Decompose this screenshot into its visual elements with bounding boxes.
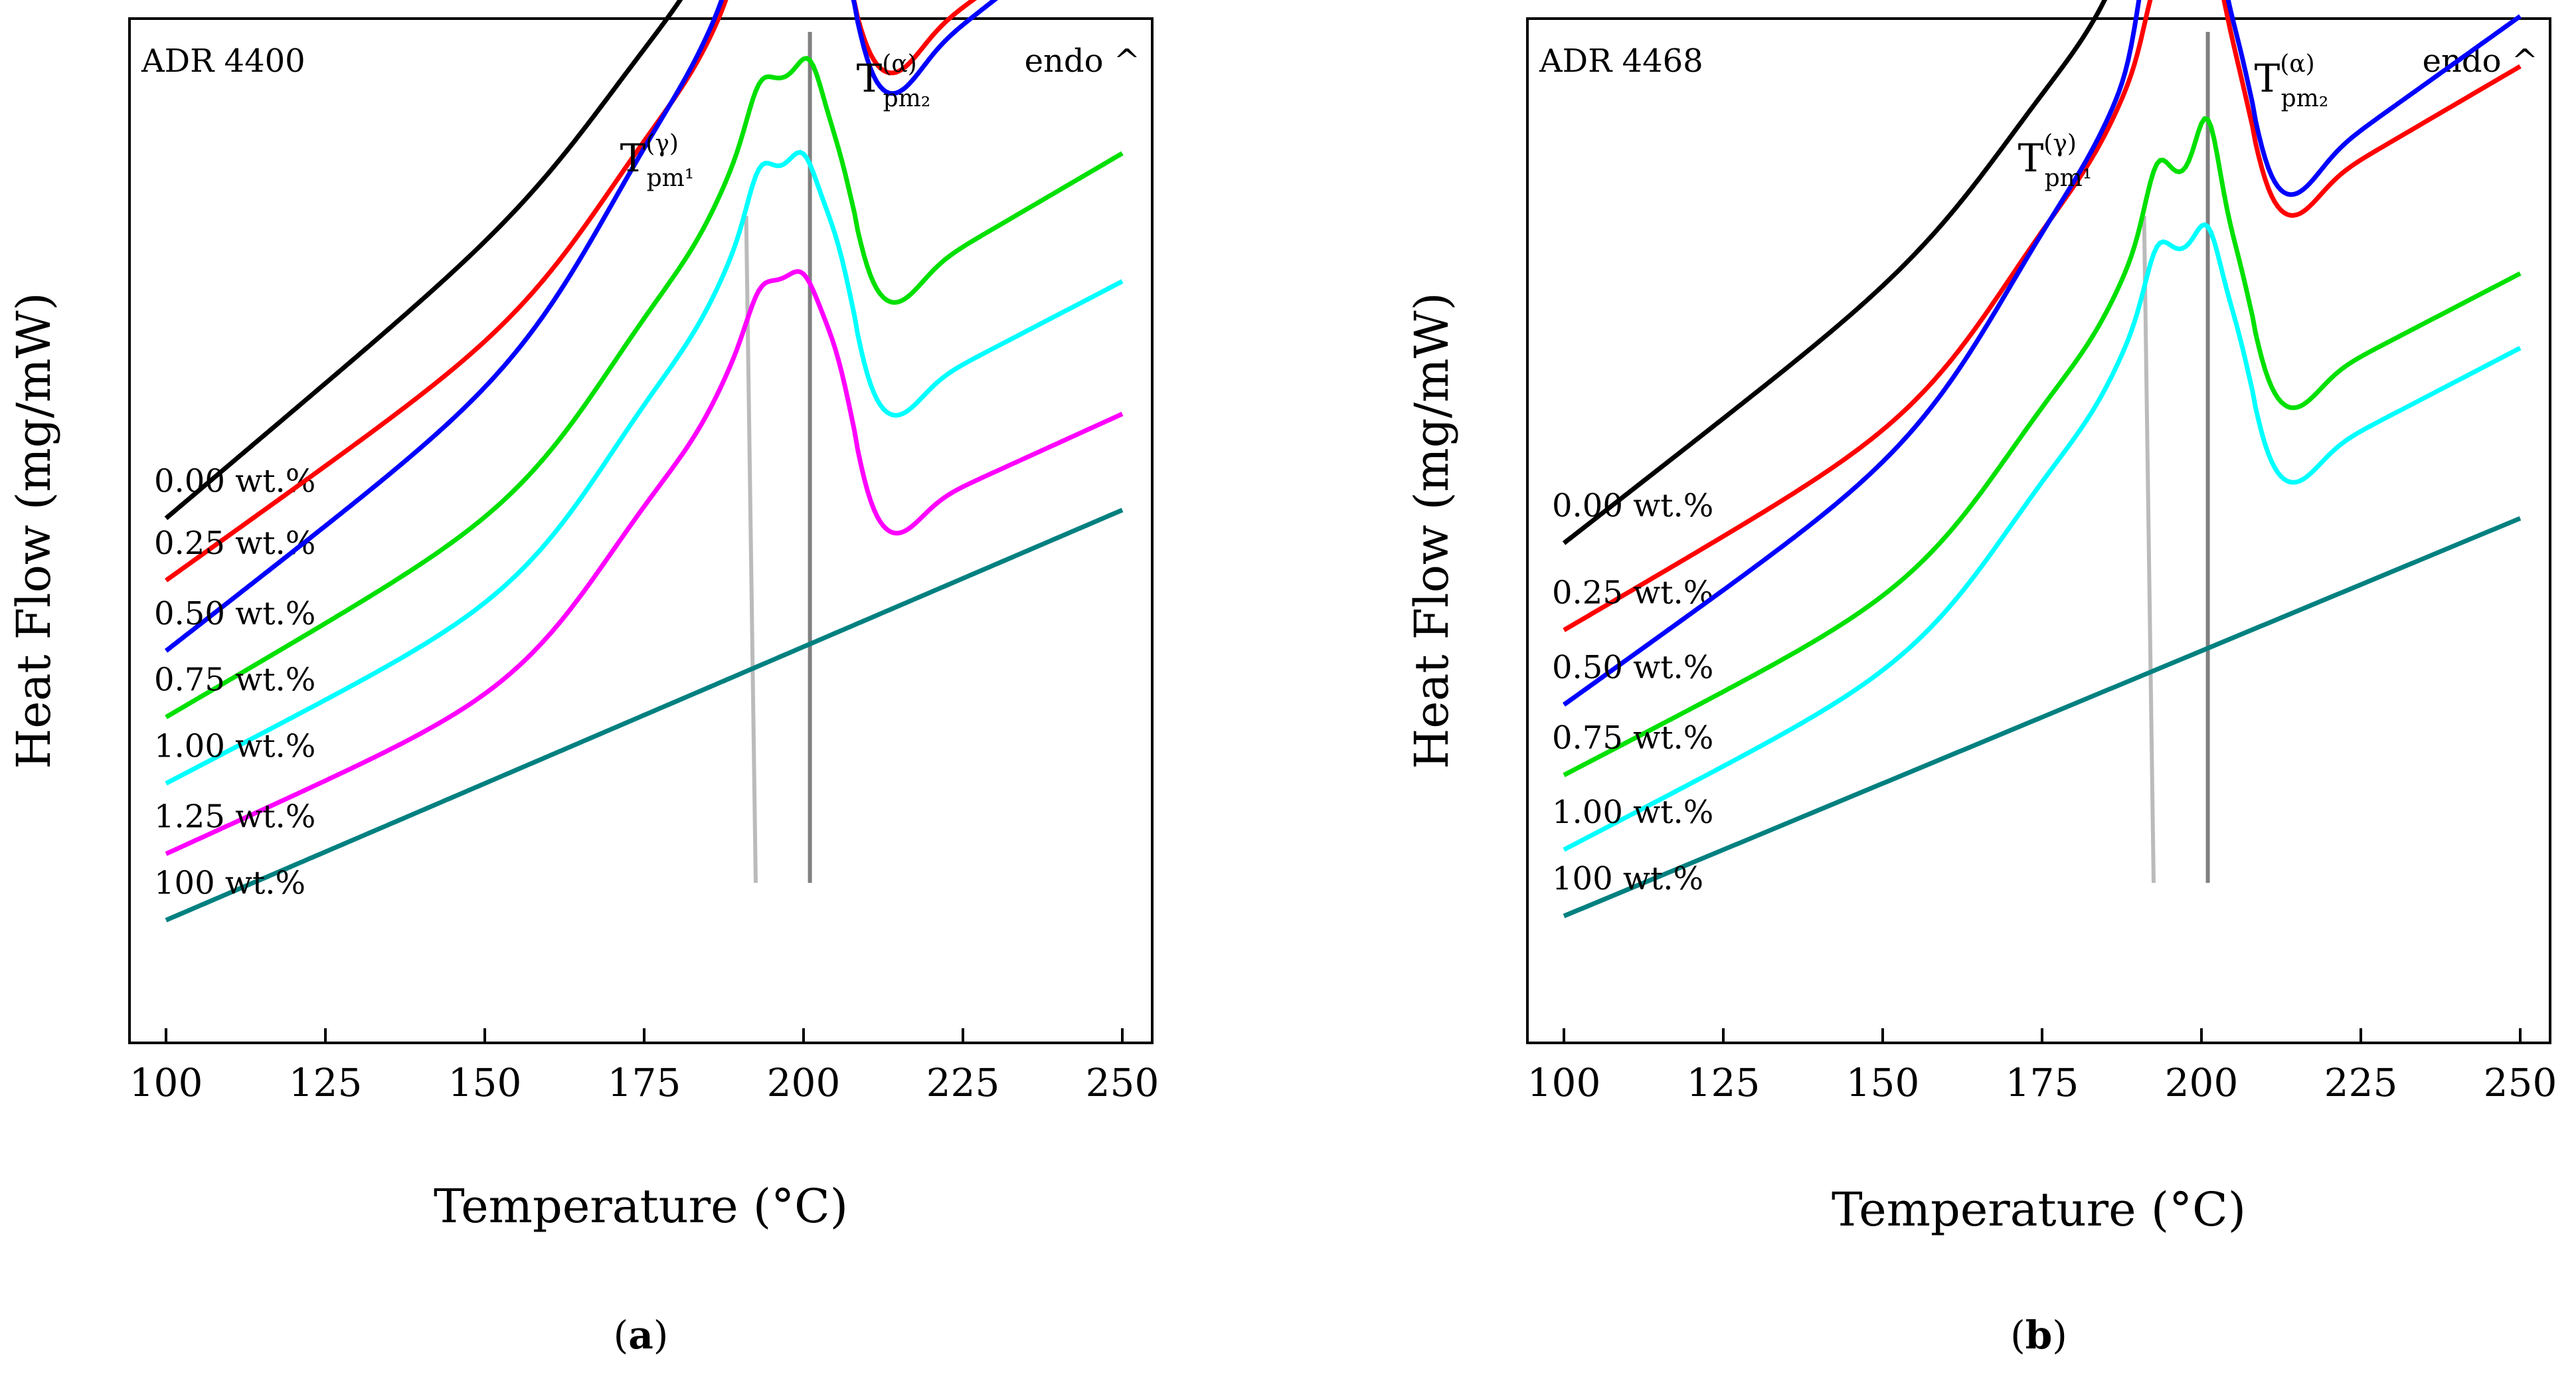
panel-caption: (b) (2010, 1313, 2067, 1358)
peak-subscript: pm¹ (2045, 165, 2093, 192)
x-tick-label: 125 (1687, 1060, 1760, 1105)
peak-label: T(α) pm₂ (857, 50, 931, 112)
x-tick-label: 150 (448, 1060, 522, 1105)
peak-symbol: T (620, 136, 646, 181)
series-line (1562, 0, 2108, 545)
x-tick-label: 175 (2006, 1060, 2079, 1105)
x-tick-label: 100 (129, 1060, 203, 1105)
peak-symbol: T (857, 56, 883, 101)
series-label: 0.75 wt.% (1552, 719, 1713, 757)
peak-symbol: T (2018, 136, 2044, 181)
series-label: 1.00 wt.% (1552, 794, 1713, 831)
peak-label: T(γ) pm¹ (2018, 130, 2093, 192)
peak-superscript: (α) (2280, 50, 2314, 78)
x-tick-label: 100 (1527, 1060, 1601, 1105)
series-label: 100 wt.% (1552, 860, 1703, 897)
y-axis-title: Heat Flow (mg/mW) (1405, 292, 1459, 769)
series-line (164, 0, 683, 520)
series-line (1563, 516, 2522, 919)
peak-label: T(γ) pm¹ (620, 130, 695, 192)
series-label: 0.75 wt.% (154, 662, 315, 699)
series-line (165, 149, 1124, 786)
endo-label: endo ^ (1025, 43, 1140, 80)
peak-symbol: T (2255, 56, 2280, 101)
x-tick-label: 200 (767, 1060, 841, 1105)
peak-marker-line (2142, 215, 2156, 883)
series-line (165, 269, 1124, 856)
x-tick-label: 225 (926, 1060, 1000, 1105)
panel-title: ADR 4468 (1539, 43, 1703, 80)
panel-b: 100 125 150 175 200 225 250 Temperature (°C) Hea… (1405, 0, 2557, 1358)
x-tick-label: 150 (1846, 1060, 1920, 1105)
peak-subscript: pm₂ (2281, 85, 2329, 112)
panel-caption-letter: b (2025, 1313, 2053, 1358)
panel-title: ADR 4400 (141, 43, 305, 80)
series-line (1562, 0, 2522, 707)
panel-caption-letter: a (628, 1313, 653, 1358)
peak-marker-line (744, 215, 758, 883)
y-axis-title: Heat Flow (mg/mW) (7, 292, 61, 769)
series-label: 0.50 wt.% (1552, 649, 1713, 686)
series-label: 0.25 wt.% (1552, 575, 1713, 612)
series-line (165, 507, 1124, 923)
x-tick-label: 125 (289, 1060, 363, 1105)
series-label: 0.25 wt.% (154, 525, 315, 562)
series-label: 100 wt.% (154, 864, 305, 901)
x-tick-label: 175 (608, 1060, 681, 1105)
series-label: 0.50 wt.% (154, 595, 315, 632)
series-label: 0.00 wt.% (154, 462, 315, 500)
peak-label: T(α) pm₂ (2255, 50, 2329, 112)
peak-superscript: (γ) (2043, 130, 2077, 157)
series-line (164, 0, 978, 583)
panel-a: 100 125 150 175 200 225 250 Temperature (°C) Hea… (7, 0, 1159, 1358)
x-tick-label: 200 (2165, 1060, 2239, 1105)
series-line (165, 56, 1124, 719)
peak-subscript: pm¹ (647, 165, 695, 192)
plot-frame (1526, 17, 2551, 1044)
series-line (164, 0, 998, 653)
plot-frame (128, 17, 1154, 1044)
peak-subscript: pm₂ (883, 85, 931, 112)
peak-superscript: (α) (882, 50, 916, 78)
x-tick-label: 250 (1086, 1060, 1159, 1105)
panel-caption: (a) (614, 1313, 669, 1358)
series-label: 0.00 wt.% (1552, 488, 1713, 525)
series-label: 1.25 wt.% (154, 798, 315, 835)
series-line (1563, 222, 2522, 852)
series-line (1563, 116, 2522, 778)
x-axis-title: Temperature (°C) (434, 1179, 848, 1234)
peak-superscript: (γ) (645, 130, 679, 157)
series-label: 1.00 wt.% (154, 727, 315, 765)
x-axis-title: Temperature (°C) (1832, 1182, 2246, 1237)
x-tick-label: 250 (2484, 1060, 2557, 1105)
x-tick-label: 225 (2324, 1060, 2398, 1105)
